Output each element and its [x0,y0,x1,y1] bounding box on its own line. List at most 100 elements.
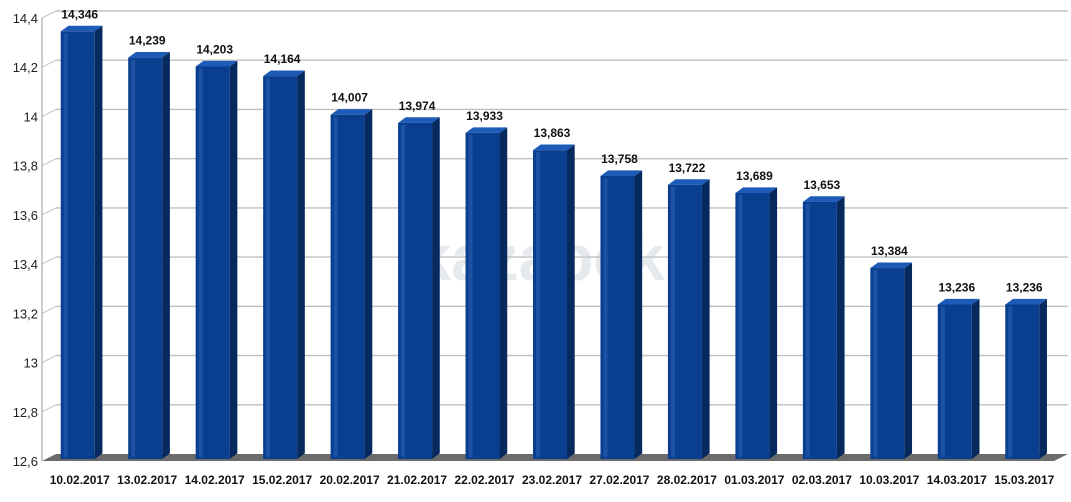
x-tick-label: 15.02.2017 [252,473,312,487]
bar-top-face [802,196,845,202]
y-axis-ticks: 12,6 12,8 13 13,2 13,4 13,6 13,8 14 14,2 14,4 [13,11,38,469]
bar-highlight [131,59,136,457]
y-tick-label: 14,4 [13,11,38,26]
data-labels: 14,346 14,239 14,203 14,164 14,007 13,974 13,9… [61,7,1043,294]
gridline-side [41,207,57,216]
y-tick-label: 13,8 [13,159,38,174]
bar-side-face [364,109,373,459]
bar [465,127,508,459]
bar [398,117,440,460]
x-tick-label: 10.03.2017 [859,473,919,487]
data-label: 13,974 [399,99,436,113]
x-tick-label: 22.02.2017 [455,473,515,487]
x-tick-label: 23.02.2017 [522,473,582,487]
x-tick-label: 14.02.2017 [185,473,245,487]
x-tick-label: 14.03.2017 [927,473,987,487]
x-tick-label: 28.02.2017 [657,473,717,487]
y-tick-label: 13,4 [13,257,38,272]
bar-highlight [940,306,945,457]
bar [60,25,103,459]
bar-highlight [805,203,810,457]
bar-side-face [499,127,508,459]
bar-side-face [432,117,440,459]
bar-side-face [971,298,980,459]
bar-top-face [398,117,440,123]
x-tick-label: 13.02.2017 [117,473,177,487]
bar-highlight [603,178,608,457]
y-tick-label: 12,8 [13,405,38,420]
bar-top-face [263,70,305,77]
bar-top-face [735,187,778,193]
x-tick-label: 02.03.2017 [792,473,852,487]
bar-side-face [567,144,575,460]
gridline-side [41,108,57,117]
gridline-side [41,355,57,364]
bar-side-face [904,262,913,459]
data-label: 14,007 [331,91,368,105]
bar [870,262,913,459]
bar-side-face [769,187,778,459]
bar [600,170,643,460]
bar-highlight [198,68,203,457]
bar-side-face [94,25,103,459]
bar-side-face [1039,298,1047,459]
bar-top-face [330,109,373,115]
bar-side-face [634,170,643,460]
gridline-side [41,305,57,314]
bar-top-face [533,144,575,151]
bar-top-face [600,170,643,177]
data-label: 13,933 [466,109,503,123]
bar-side-face [162,52,170,459]
bar-highlight [738,194,743,458]
bar-highlight [401,124,406,458]
bar [937,298,980,459]
gridline-side [41,59,57,68]
bar-side-face [836,196,845,459]
data-label: 13,689 [736,169,773,183]
y-tick-label: 14 [24,109,38,124]
data-label: 13,722 [669,161,706,175]
x-tick-label: 21.02.2017 [387,473,447,487]
bar-highlight [333,116,338,457]
data-label: 14,239 [129,34,166,48]
bar-highlight [468,134,473,457]
y-tick-label: 14,2 [13,60,38,75]
bar-top-face [870,262,913,269]
bar-top-face [60,25,103,32]
data-label: 13,236 [938,280,975,294]
bar-top-face [667,179,710,185]
bar [1005,298,1047,459]
x-tick-label: 01.03.2017 [724,473,784,487]
gridline-side [41,256,57,265]
data-label: 13,236 [1006,280,1043,294]
gridline-side [41,10,57,19]
gridline-side [41,404,57,413]
bar [195,60,238,460]
bar [263,70,305,460]
gridline-side [41,158,57,167]
bar-highlight [1008,306,1013,457]
x-tick-label: 27.02.2017 [589,473,649,487]
bar-highlight [873,270,878,457]
bar [667,179,710,459]
bar [533,144,575,460]
bar-highlight [670,186,675,457]
y-tick-label: 13,2 [13,306,38,321]
x-axis-ticks: 10.02.2017 13.02.2017 14.02.2017 15.02.2017… [50,473,1055,487]
bar-top-face [937,298,980,305]
data-label: 14,164 [264,52,301,66]
bar [802,196,845,459]
data-label: 13,653 [804,178,841,192]
bar-highlight [536,152,540,457]
bar-top-face [195,60,238,67]
data-label: 14,346 [61,7,98,21]
data-label: 13,758 [601,152,638,166]
bar-highlight [266,78,271,458]
bar [330,109,373,459]
bar-top-face [128,52,170,58]
y-tick-label: 13,6 [13,208,38,223]
y-tick-label: 13 [24,356,38,371]
bar-side-face [229,60,238,460]
